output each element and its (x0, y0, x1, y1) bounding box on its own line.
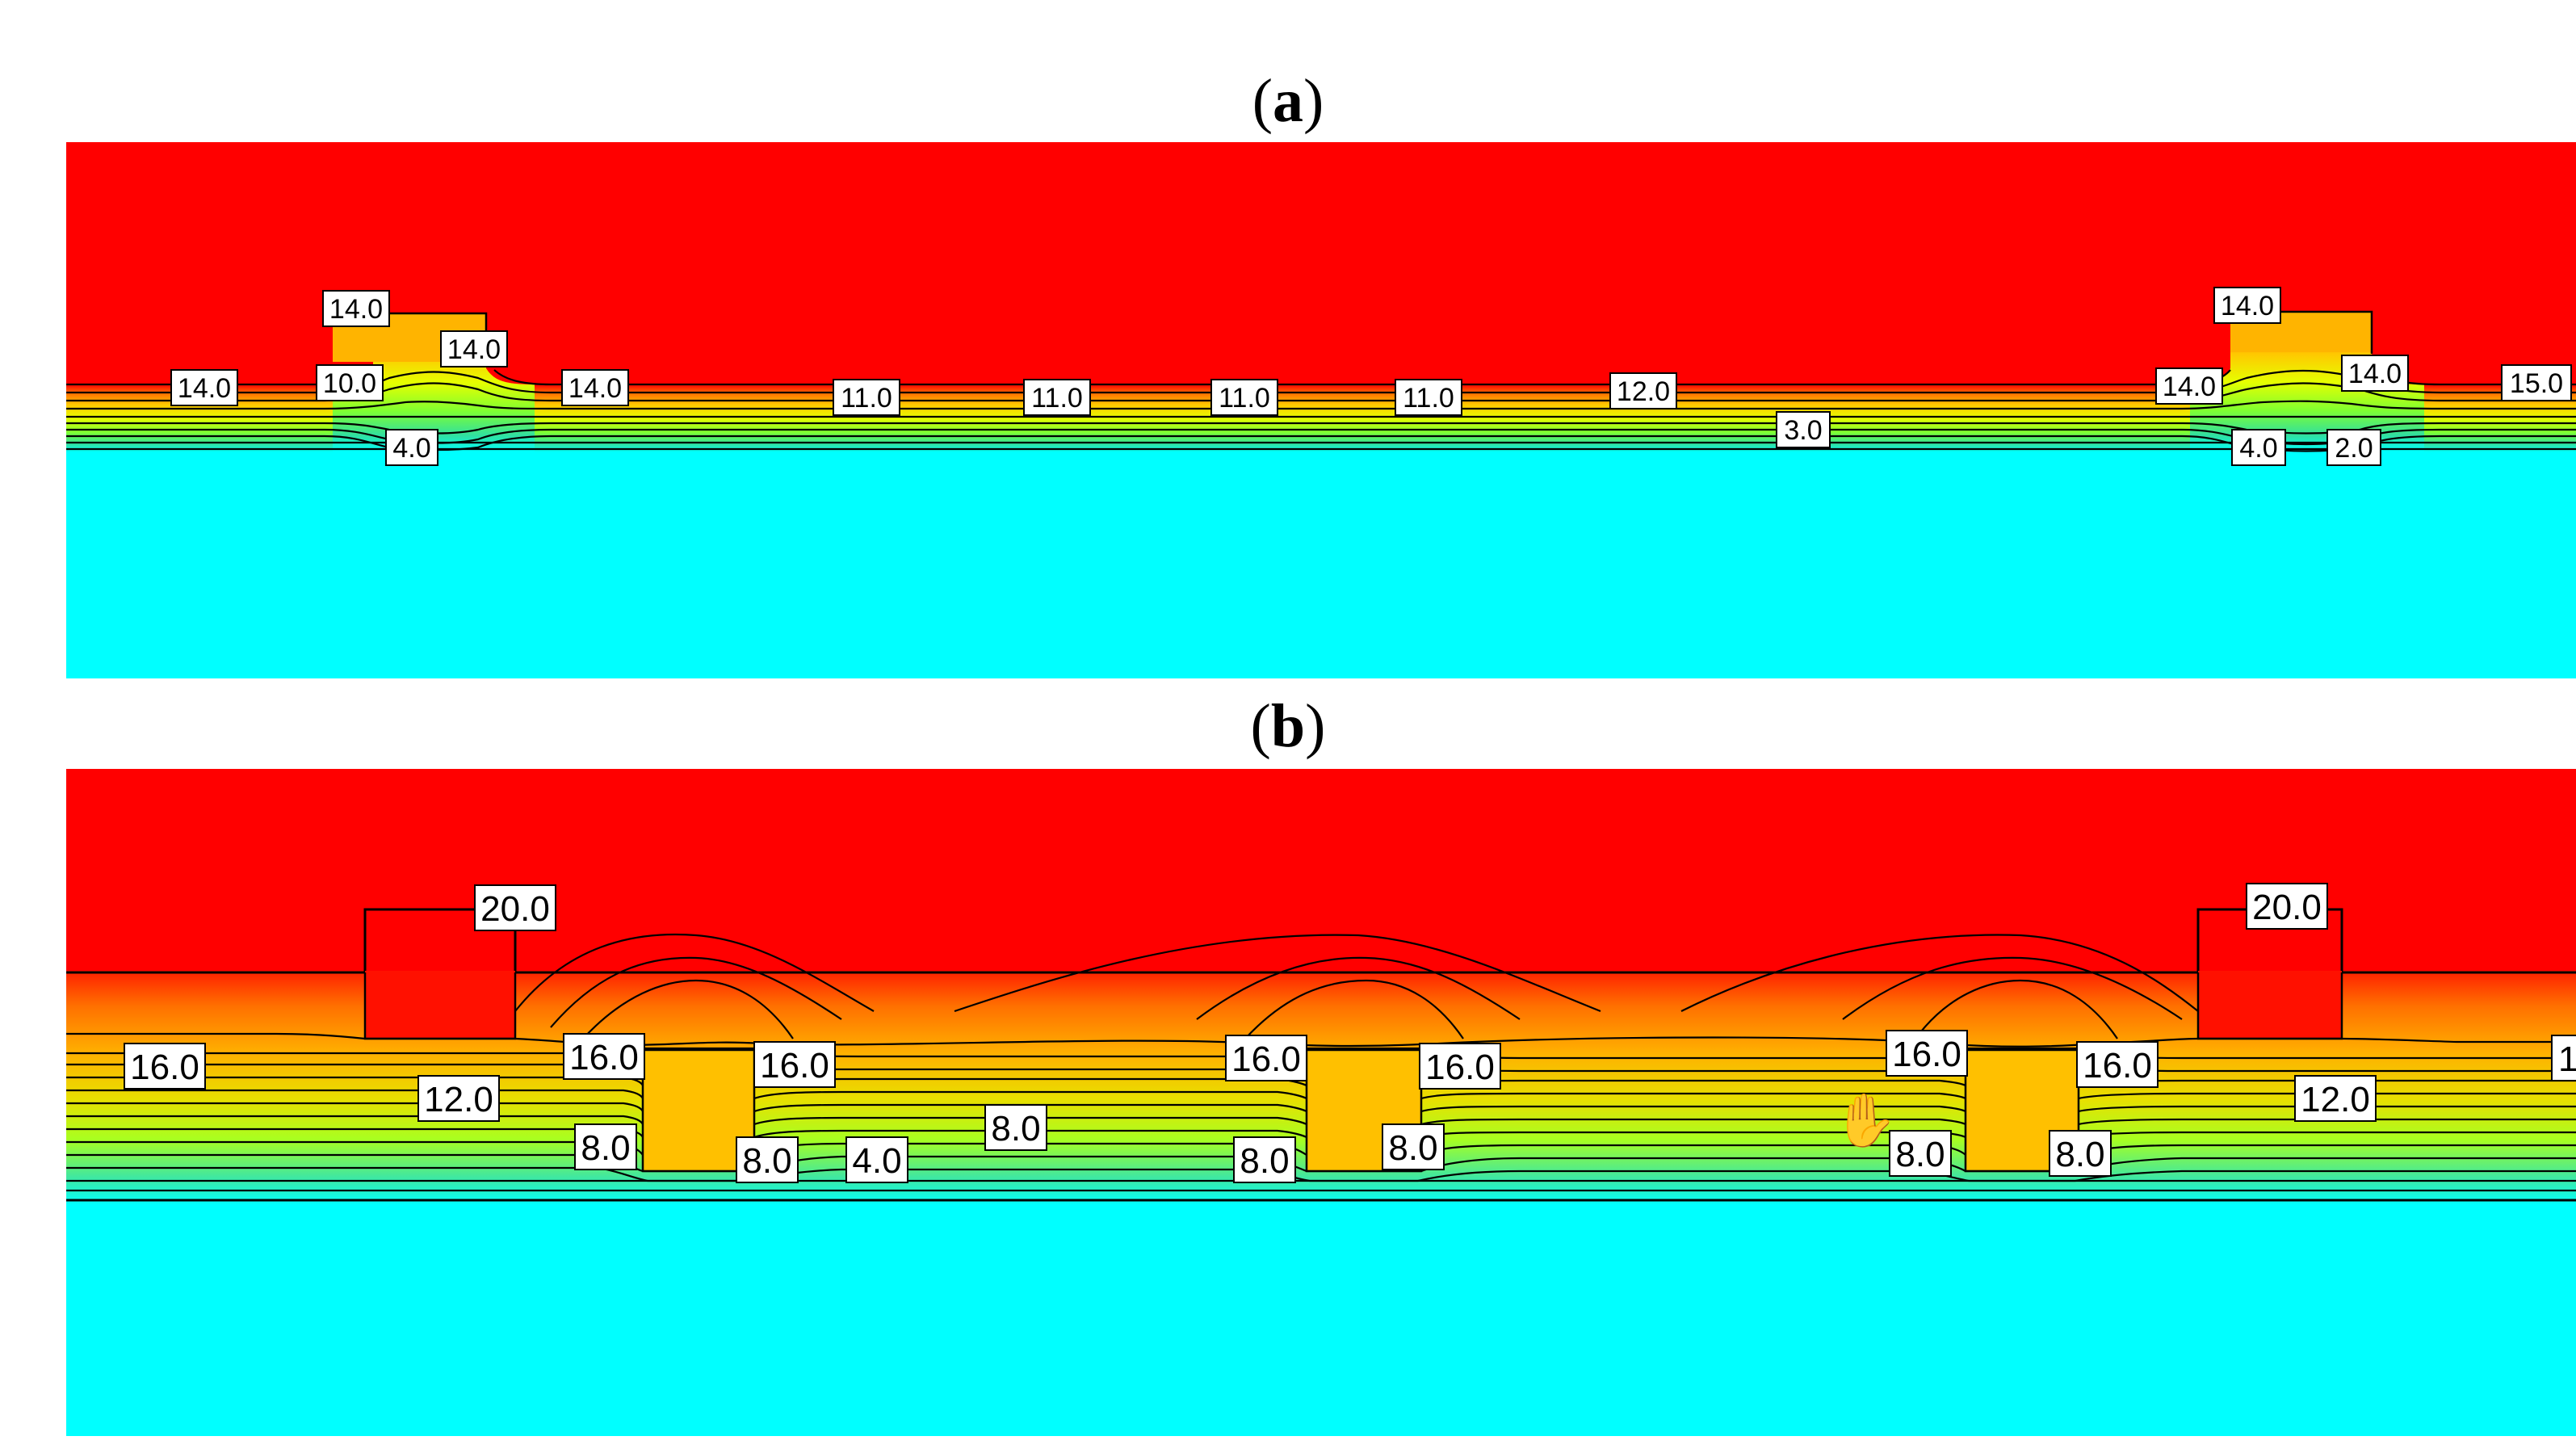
contour-label: 4.0 (845, 1136, 908, 1183)
contour-value: 14.0 (178, 373, 231, 404)
contour-value: 2.0 (2335, 433, 2373, 464)
contour-label: 16.0 (563, 1033, 645, 1080)
contour-label: 11.0 (833, 379, 900, 416)
contour-value: 14.0 (568, 373, 622, 404)
contour-label: 14.0 (440, 330, 508, 367)
contour-value: 11.0 (841, 383, 892, 414)
contour-label: 8.0 (736, 1136, 799, 1183)
contour-label: 16.0 (2076, 1041, 2159, 1088)
contour-label: 8.0 (2049, 1130, 2112, 1177)
contour-value: 16.0 (1892, 1035, 1961, 1074)
contour-value: 16.0 (130, 1048, 199, 1087)
contour-labels-b: 20.0 16.0 12.0 16.0 16.0 8.0 8.0 4.0 8.0… (124, 883, 2576, 1183)
contour-value: 8.0 (1240, 1141, 1289, 1181)
contour-value: 16.0 (2083, 1046, 2152, 1086)
contour-value: 20.0 (480, 889, 550, 929)
contour-value: 14.0 (2348, 359, 2402, 389)
contour-label: 16.0 (1225, 1035, 1307, 1081)
contour-value: 14.0 (447, 334, 501, 365)
panel-b-svg: 20.0 16.0 12.0 16.0 16.0 8.0 8.0 4.0 8.0… (66, 769, 2576, 1436)
contour-value: 14.0 (2221, 291, 2274, 321)
contour-label: 16.0 (753, 1041, 836, 1088)
contour-label: 1 (2551, 1035, 2576, 1081)
contour-value: 16.0 (1425, 1048, 1495, 1087)
contour-label: 8.0 (1382, 1123, 1445, 1170)
cold-region (66, 451, 2576, 678)
panel-a-contour-plot: 14.0 14.0 14.0 10.0 14.0 4.0 11.0 11.0 1… (66, 142, 2576, 678)
contour-label: 14.0 (2155, 367, 2223, 405)
contour-label: 11.0 (1023, 379, 1091, 416)
contour-label: 8.0 (574, 1123, 637, 1170)
contour-label: 14.0 (2341, 355, 2409, 392)
contour-label: 16.0 (1886, 1030, 1968, 1077)
contour-value: 4.0 (2239, 433, 2277, 464)
red-block-right-lower (2198, 971, 2342, 1039)
contour-label: 12.0 (2294, 1075, 2377, 1122)
contour-label: 20.0 (2246, 883, 2328, 930)
contour-label: 12.0 (1609, 372, 1677, 409)
contour-value: 12.0 (2301, 1080, 2370, 1119)
contour-label: 3.0 (1776, 411, 1831, 448)
contour-labels-a: 14.0 14.0 14.0 10.0 14.0 4.0 11.0 11.0 1… (170, 287, 2572, 466)
contour-value: 11.0 (1219, 383, 1270, 414)
contour-value: 8.0 (1388, 1128, 1437, 1168)
hand-cursor-icon: ✋ (1833, 1091, 1898, 1151)
contour-value: 8.0 (581, 1128, 630, 1168)
contour-label: 16.0 (124, 1043, 206, 1090)
contour-value: 12.0 (1617, 376, 1670, 407)
contour-value: 16.0 (760, 1046, 829, 1086)
contour-value: 3.0 (1784, 415, 1822, 446)
contour-label: 8.0 (984, 1104, 1047, 1151)
contour-label: 12.0 (417, 1075, 500, 1122)
contour-value: 4.0 (392, 433, 430, 464)
contour-value: 16.0 (569, 1038, 639, 1077)
contour-label: 4.0 (385, 429, 438, 466)
contour-value: 8.0 (2055, 1135, 2104, 1174)
contour-value: 14.0 (2163, 372, 2216, 402)
contour-value: 16.0 (1231, 1039, 1301, 1079)
panel-a-letter: a (1273, 67, 1303, 135)
contour-value: 8.0 (1895, 1135, 1945, 1174)
panel-b-letter: b (1270, 692, 1306, 760)
contour-label: 4.0 (2231, 429, 2286, 466)
panel-b-title: (b) (1250, 692, 1326, 760)
contour-value: 10.0 (323, 368, 376, 399)
contour-value: 15.0 (2510, 368, 2563, 399)
contour-label: 11.0 (1395, 379, 1462, 416)
contour-label: 11.0 (1210, 379, 1278, 416)
contour-label: 14.0 (322, 290, 390, 327)
contour-label: 14.0 (170, 369, 238, 406)
cold-region (66, 1203, 2576, 1436)
contour-label: 14.0 (561, 369, 629, 406)
contour-value: 12.0 (424, 1080, 493, 1119)
contour-label: 16.0 (1419, 1043, 1501, 1090)
panel-a-svg: 14.0 14.0 14.0 10.0 14.0 4.0 11.0 11.0 1… (66, 142, 2576, 678)
panel-b-contour-plot: 20.0 16.0 12.0 16.0 16.0 8.0 8.0 4.0 8.0… (66, 769, 2576, 1436)
contour-label: 14.0 (2213, 287, 2281, 324)
contour-label: 2.0 (2326, 429, 2381, 466)
red-block-left-lower (365, 971, 515, 1039)
contour-value: 11.0 (1403, 383, 1454, 414)
contour-value: 14.0 (329, 294, 383, 325)
contour-label: 20.0 (474, 884, 556, 931)
panel-a-title: (a) (1252, 67, 1324, 135)
contour-value: 11.0 (1031, 383, 1083, 414)
contour-value: 4.0 (852, 1141, 901, 1181)
contour-value: 8.0 (991, 1109, 1040, 1149)
contour-label: 8.0 (1889, 1130, 1952, 1177)
contour-label: 15.0 (2501, 364, 2572, 401)
contour-label: 10.0 (316, 364, 384, 401)
contour-label: 8.0 (1233, 1136, 1296, 1183)
contour-value: 20.0 (2252, 888, 2322, 927)
contour-value: 1 (2558, 1039, 2576, 1079)
contour-value: 8.0 (742, 1141, 791, 1181)
